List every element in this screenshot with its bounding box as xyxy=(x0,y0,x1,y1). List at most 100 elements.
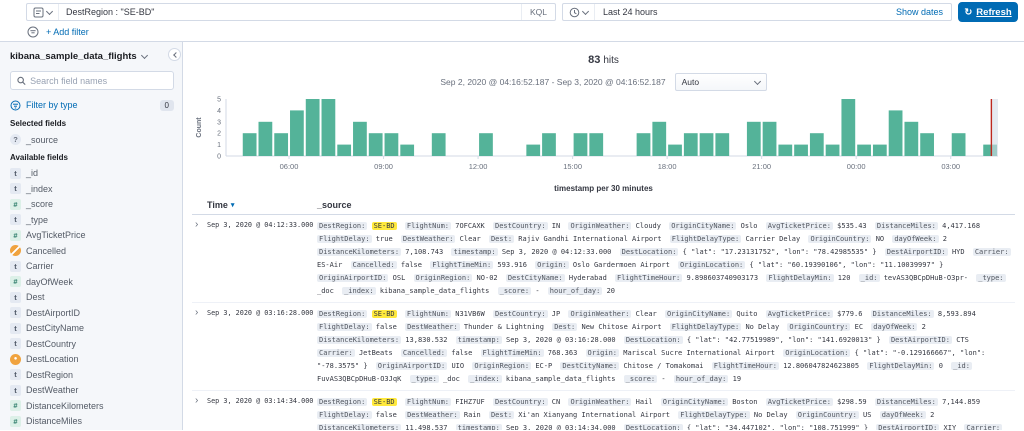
source-field-name: AvgTicketPrice: xyxy=(765,398,833,406)
time-range-label[interactable]: Last 24 hours xyxy=(603,7,658,17)
refresh-icon: ↻ xyxy=(964,6,973,18)
field-item[interactable]: t DestCountry xyxy=(10,336,174,352)
field-item[interactable]: # _score xyxy=(10,197,174,213)
collapse-sidebar-button[interactable] xyxy=(168,48,181,61)
expand-row-icon[interactable]: › xyxy=(195,219,199,230)
field-name: DestAirportID xyxy=(26,307,81,318)
field-item[interactable]: t Carrier xyxy=(10,259,174,275)
source-field-name: OriginLocation: xyxy=(678,261,746,269)
selected-fields-heading: Selected fields xyxy=(10,119,67,128)
time-picker[interactable]: Last 24 hours Show dates xyxy=(562,3,952,21)
source-field-value: { "lat": "17.23131752", "lon": "78.42985… xyxy=(682,248,877,256)
source-field-value: JP xyxy=(551,310,561,318)
source-field-name: FlightDelay: xyxy=(317,235,372,243)
svg-text:06:00: 06:00 xyxy=(280,162,299,171)
field-item[interactable]: t Dest xyxy=(10,290,174,306)
histogram-chart[interactable]: 0 1 2 3 4 5 Count 06:00 09:00 12:00 15:00 18:00 21:0… xyxy=(192,94,1004,178)
source-field-value: CTS xyxy=(956,336,969,344)
source-field-name: DestRegion: xyxy=(317,222,368,230)
column-header-time[interactable]: Time ▾ xyxy=(207,200,235,210)
source-field-name: DistanceKilometers: xyxy=(317,424,402,430)
field-item[interactable]: t DestRegion xyxy=(10,367,174,383)
field-type-icon-number: # xyxy=(10,276,21,288)
field-item[interactable]: t DestCityName xyxy=(10,321,174,337)
field-item[interactable]: # AvgTicketPrice xyxy=(10,228,174,244)
field-item[interactable]: # DistanceMiles xyxy=(10,414,174,430)
show-dates-link[interactable]: Show dates xyxy=(895,7,943,17)
field-search-input[interactable] xyxy=(30,75,167,86)
add-filter-link[interactable]: + Add filter xyxy=(46,26,89,37)
source-field-value: 12.806047824623805 xyxy=(783,362,860,370)
query-input[interactable]: DestRegion : "SE-BD" KQL xyxy=(26,3,556,21)
field-search-box[interactable] xyxy=(10,71,174,90)
field-item[interactable]: ? _source xyxy=(10,132,174,148)
field-item[interactable]: # DistanceKilometers xyxy=(10,398,174,414)
field-item[interactable]: t DestAirportID xyxy=(10,305,174,321)
field-type-icon-boolean xyxy=(10,245,21,257)
field-type-icon-string: t xyxy=(10,260,21,272)
available-fields-heading: Available fields xyxy=(10,152,68,162)
source-field-value: 2 xyxy=(921,323,926,331)
source-field-value: EC-P xyxy=(535,362,553,370)
search-icon xyxy=(17,76,26,85)
field-item[interactable]: t DestWeather xyxy=(10,383,174,399)
source-field-name: Cancelled: xyxy=(400,349,448,357)
refresh-button[interactable]: ↻ Refresh xyxy=(958,2,1018,22)
column-header-source: _source xyxy=(317,200,352,210)
source-field-value: Clear xyxy=(635,310,657,318)
field-item[interactable]: t _index xyxy=(10,181,174,197)
query-text[interactable]: DestRegion : "SE-BD" xyxy=(66,7,155,17)
expand-row-icon[interactable]: › xyxy=(195,395,199,406)
source-field-name: FlightTimeMin: xyxy=(430,261,494,269)
index-pattern-selector[interactable]: kibana_sample_data_flights xyxy=(10,48,174,64)
svg-text:0: 0 xyxy=(217,154,221,161)
source-field-name: hour_of_day: xyxy=(673,375,729,383)
svg-text:00:00: 00:00 xyxy=(847,162,866,171)
field-item[interactable]: t _id xyxy=(10,166,174,182)
field-type-icon-number: # xyxy=(10,198,21,210)
time-picker-quick-menu[interactable] xyxy=(563,4,595,20)
source-field-value: _doc xyxy=(317,287,334,295)
field-name: DestCityName xyxy=(26,323,85,334)
source-field-name: _index: xyxy=(468,375,502,383)
source-field-name: Cancelled: xyxy=(350,261,397,269)
field-item[interactable]: # dayOfWeek xyxy=(10,274,174,290)
table-row: › Sep 3, 2020 @ 03:16:28.000 DestRegion:… xyxy=(192,303,1015,391)
field-type-icon-string: t xyxy=(10,384,21,396)
field-type-icon-unknown: ? xyxy=(10,134,21,146)
expand-row-icon[interactable]: › xyxy=(195,307,199,318)
field-type-icon-number: # xyxy=(10,400,21,412)
sort-desc-icon[interactable]: ▾ xyxy=(230,202,235,209)
field-item[interactable]: ● DestLocation xyxy=(10,352,174,368)
saved-query-menu-button[interactable] xyxy=(27,4,59,20)
source-field-name: FlightNum: xyxy=(404,398,452,406)
field-item[interactable]: t _type xyxy=(10,212,174,228)
field-item[interactable]: Cancelled xyxy=(10,243,174,259)
source-field-value: true xyxy=(375,235,393,243)
field-name: DestLocation xyxy=(26,354,79,365)
source-field-name: FlightTimeHour: xyxy=(711,362,779,370)
source-field-name: OriginCountry: xyxy=(808,235,872,243)
field-item[interactable]: FlightDelay xyxy=(10,429,174,430)
source-field-name: Origin: xyxy=(585,349,620,357)
source-field-name: timestamp: xyxy=(455,336,502,344)
doc-time: Sep 3, 2020 @ 03:14:34.000 xyxy=(207,397,314,405)
source-field-name: FlightTimeHour: xyxy=(615,274,683,282)
kql-language-button[interactable]: KQL xyxy=(520,4,555,20)
source-field-name: _type: xyxy=(409,375,439,383)
source-field-value: - xyxy=(535,287,540,295)
source-field-value: Cloudy xyxy=(635,222,661,230)
source-field-name: DestRegion: xyxy=(317,398,368,406)
doc-source: DestRegion: SE-BD FlightNum: N31VB6W Des… xyxy=(317,308,1015,386)
field-name: _id xyxy=(26,168,39,179)
source-field-name: OriginCityName: xyxy=(660,398,728,406)
saved-query-icon xyxy=(33,7,44,17)
svg-text:Count: Count xyxy=(196,117,203,138)
interval-select[interactable]: Auto xyxy=(674,73,767,91)
filter-by-type-button[interactable]: Filter by type 0 xyxy=(10,96,174,114)
filter-settings-icon[interactable] xyxy=(27,26,39,38)
source-field-name: FlightDelayType: xyxy=(669,235,742,243)
filter-icon xyxy=(10,100,21,110)
source-field-value: Rain xyxy=(463,411,481,419)
source-field-value: Quito xyxy=(736,310,758,318)
